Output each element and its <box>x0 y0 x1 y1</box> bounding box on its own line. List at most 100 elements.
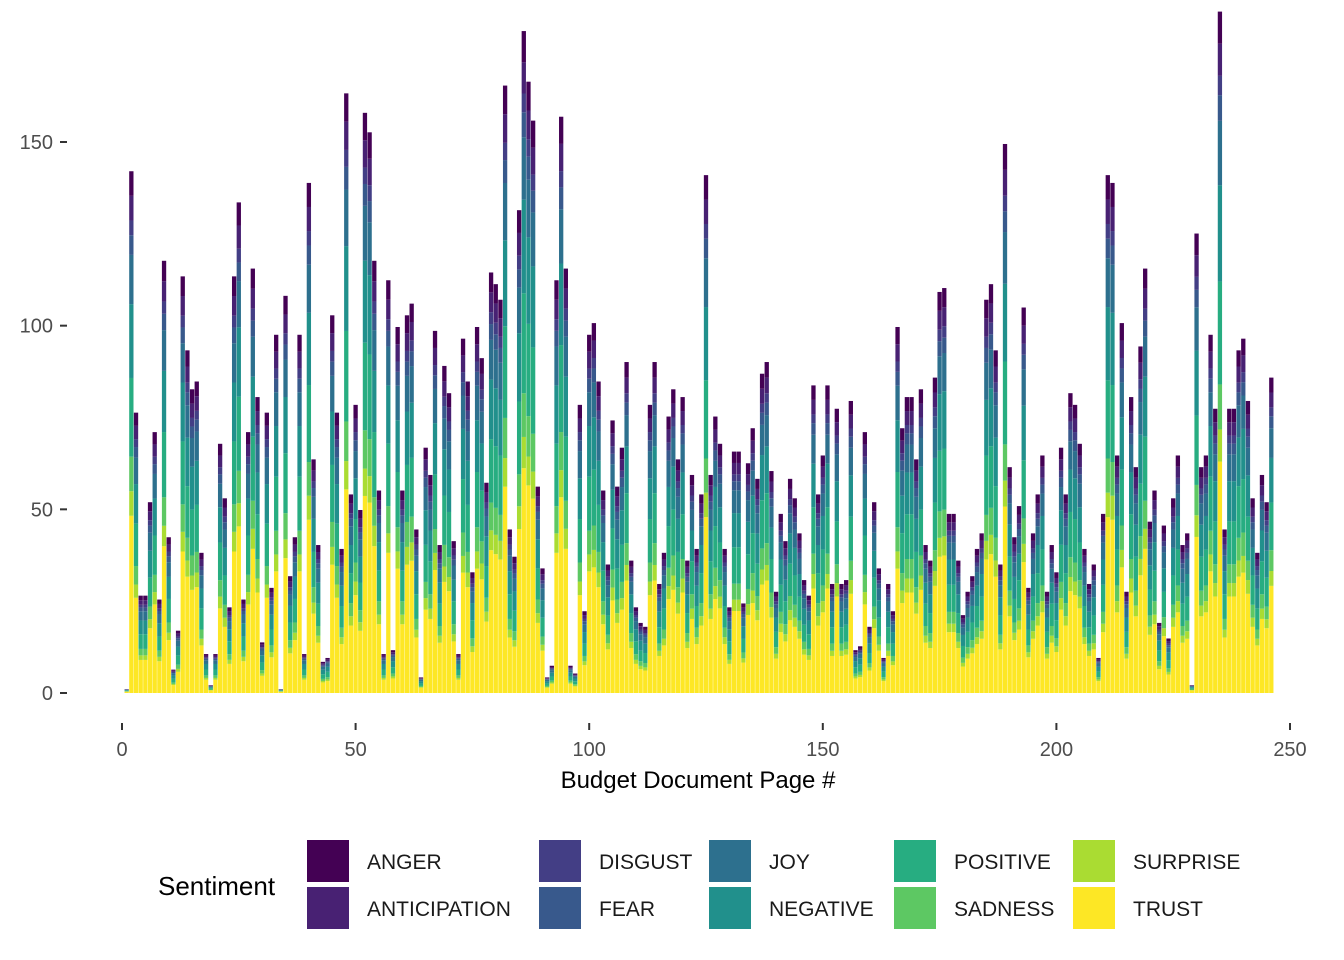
bar-segment <box>386 299 391 320</box>
bar-segment <box>236 202 241 226</box>
bar-segment <box>474 420 480 473</box>
bar-segment <box>1194 536 1199 693</box>
bar-segment <box>222 507 227 517</box>
bar-segment <box>418 678 424 679</box>
bar-segment <box>199 638 204 646</box>
bar-segment <box>829 601 835 612</box>
bar-segment <box>900 460 905 471</box>
bar-segment <box>306 245 312 265</box>
bar-segment <box>801 641 807 650</box>
bar-segment <box>708 485 713 496</box>
bar-segment <box>264 597 269 693</box>
bar-segment <box>330 375 335 412</box>
bar-segment <box>979 552 984 559</box>
bar-segment <box>951 522 956 531</box>
bar-segment <box>129 515 134 693</box>
bar-segment <box>283 513 288 540</box>
legend-label: SURPRISE <box>1133 851 1240 874</box>
bar-segment <box>582 632 587 644</box>
bar-segment <box>942 307 947 327</box>
bar-segment <box>998 634 1003 644</box>
bar-segment <box>138 611 143 621</box>
bar-segment <box>274 571 279 693</box>
bar-segment <box>1114 477 1120 485</box>
bar-segment <box>900 573 905 591</box>
bar-segment <box>998 570 1003 577</box>
bar-segment <box>587 571 592 693</box>
bar-segment <box>320 666 326 670</box>
bar-segment <box>442 544 447 567</box>
bar-stack <box>1217 11 1223 693</box>
bar-segment <box>736 599 741 612</box>
bar-stack <box>806 595 811 693</box>
bar-segment <box>255 578 260 593</box>
bar-segment <box>498 540 503 560</box>
bar-segment <box>474 472 480 528</box>
bar-stack <box>1143 268 1148 693</box>
bar-segment <box>474 385 480 421</box>
bar-stack <box>302 654 307 693</box>
bar-segment <box>610 464 615 490</box>
bar-segment <box>685 576 690 582</box>
bar-segment <box>316 552 321 559</box>
bar-segment <box>1231 583 1237 597</box>
bar-stack <box>1269 377 1274 693</box>
bar-segment <box>488 550 494 693</box>
bar-stack <box>498 299 503 693</box>
bar-segment <box>302 660 307 664</box>
bar-segment <box>675 518 681 552</box>
bar-segment <box>1185 558 1190 575</box>
bar-segment <box>652 415 657 447</box>
bar-segment <box>998 576 1003 581</box>
bar-segment <box>344 246 349 331</box>
bar-segment <box>175 668 181 672</box>
bar-segment <box>227 654 232 660</box>
bar-stack <box>703 175 709 693</box>
bar-segment <box>1147 626 1152 635</box>
bar-stack <box>1161 525 1167 693</box>
bar-segment <box>171 669 176 671</box>
bar-segment <box>1208 368 1213 379</box>
bar-segment <box>409 457 414 517</box>
bar-segment <box>465 572 470 588</box>
bar-segment <box>755 505 760 514</box>
bar-segment <box>306 519 312 693</box>
bar-segment <box>1143 548 1148 693</box>
bar-segment <box>722 562 727 567</box>
bar-segment <box>1264 628 1269 693</box>
bar-segment <box>446 469 452 512</box>
bar-segment <box>157 661 162 693</box>
bar-segment <box>213 663 218 670</box>
bar-segment <box>993 537 998 561</box>
bar-segment <box>180 296 185 316</box>
bar-segment <box>344 149 349 167</box>
bar-stack <box>1105 175 1110 693</box>
bar-segment <box>633 654 639 660</box>
bar-segment <box>886 601 891 612</box>
bar-segment <box>928 560 933 567</box>
bar-segment <box>1222 529 1227 538</box>
bar-segment <box>1250 626 1255 693</box>
bar-stack <box>161 260 167 693</box>
bar-segment <box>470 603 475 621</box>
bar-segment <box>904 424 910 434</box>
bar-segment <box>1269 392 1274 408</box>
bar-segment <box>344 189 349 247</box>
bar-segment <box>1189 686 1195 688</box>
bar-stack <box>245 432 251 693</box>
bar-segment <box>414 629 419 638</box>
bar-segment <box>909 592 914 693</box>
bar-segment <box>1222 537 1227 545</box>
bar-segment <box>783 548 788 556</box>
bar-segment <box>918 417 924 427</box>
bar-segment <box>432 474 438 530</box>
bar-segment <box>1147 537 1152 543</box>
bar-segment <box>213 657 218 659</box>
bar-segment <box>633 607 639 612</box>
bar-segment <box>801 590 807 594</box>
bar-segment <box>437 642 442 693</box>
bar-segment <box>951 542 956 560</box>
bar-segment <box>792 547 797 576</box>
bar-segment <box>367 476 372 503</box>
bar-segment <box>348 573 354 604</box>
